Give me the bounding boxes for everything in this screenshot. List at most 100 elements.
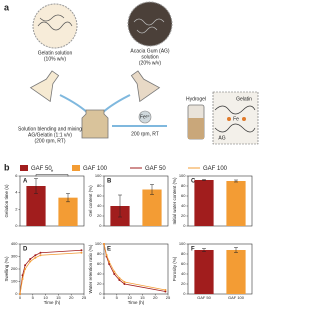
y-tick-label: 20 bbox=[181, 213, 186, 218]
acacia-text: Acacia Gum (AG) bbox=[130, 48, 170, 54]
y-tick-label: 0 bbox=[15, 223, 18, 228]
y-tick-label: 60 bbox=[181, 193, 186, 198]
y-tick-label: 80 bbox=[181, 183, 186, 188]
panel-letter: D bbox=[23, 247, 28, 253]
x-tick-label: 15 bbox=[56, 295, 61, 300]
y-tick-label: 2 bbox=[15, 206, 18, 211]
y-tick-label: 0 bbox=[183, 223, 186, 228]
x-tick-label: 20 bbox=[69, 295, 74, 300]
beaker bbox=[81, 109, 109, 139]
gelatin-bubble bbox=[32, 3, 78, 49]
gel bbox=[188, 118, 204, 139]
x-axis-label: Time (h) bbox=[128, 300, 145, 305]
error-bar bbox=[234, 247, 238, 253]
y-tick-label: 0 bbox=[183, 291, 186, 296]
plot-frame bbox=[19, 175, 85, 227]
error-bar bbox=[66, 193, 70, 203]
error-bar bbox=[234, 179, 238, 183]
y-tick-label: 40 bbox=[97, 271, 102, 276]
x-tick-label: GAF 100 bbox=[228, 295, 245, 300]
fe-node bbox=[227, 117, 231, 121]
point bbox=[80, 251, 83, 254]
y-tick-label: 300 bbox=[11, 254, 18, 259]
gelatin-chains bbox=[37, 14, 73, 31]
point bbox=[19, 293, 21, 295]
error-bar bbox=[34, 178, 38, 194]
legend-text: GAF 100 bbox=[83, 166, 108, 172]
y-tick-label: 60 bbox=[97, 193, 102, 198]
plot-frame bbox=[187, 175, 253, 227]
y-axis-label: Initial water content (%) bbox=[172, 177, 177, 225]
fe-node bbox=[242, 117, 246, 121]
legend-swatch bbox=[20, 165, 28, 171]
x-axis-label: Time (h) bbox=[44, 300, 61, 305]
panel-label: b bbox=[4, 162, 10, 172]
y-tick-label: 20 bbox=[97, 213, 102, 218]
network-text: Gelatin bbox=[236, 96, 252, 102]
panel-label: a bbox=[4, 2, 10, 12]
plot-frame bbox=[103, 243, 169, 295]
y-tick-label: 100 bbox=[179, 173, 186, 178]
plot-frame bbox=[103, 175, 169, 227]
y-tick-label: 80 bbox=[97, 251, 102, 256]
point bbox=[123, 283, 126, 285]
blend-text: (200 rpm, RT) bbox=[34, 138, 65, 144]
y-tick-label: 6 bbox=[15, 173, 18, 178]
network-text: AG bbox=[218, 135, 225, 141]
bar bbox=[194, 250, 214, 294]
panel-letter: B bbox=[107, 179, 112, 185]
series-line bbox=[19, 249, 82, 295]
x-tick-label: 0 bbox=[103, 295, 106, 300]
panel-letter: F bbox=[191, 247, 195, 253]
y-tick-label: 100 bbox=[95, 241, 102, 246]
series-line bbox=[19, 252, 82, 295]
y-axis-label: Swelling (%) bbox=[4, 256, 9, 282]
hydrogel-text: Hydrogel bbox=[186, 96, 206, 102]
point bbox=[108, 260, 111, 263]
bar bbox=[142, 189, 162, 226]
point bbox=[29, 260, 32, 263]
x-tick-label: 5 bbox=[32, 295, 35, 300]
panel-letter: C bbox=[191, 179, 196, 185]
network-box bbox=[212, 91, 259, 145]
y-tick-label: 40 bbox=[97, 203, 102, 208]
point bbox=[103, 243, 105, 245]
y-tick-label: 100 bbox=[11, 279, 18, 284]
blend-text: Solution blending and mixing bbox=[18, 126, 82, 132]
point bbox=[24, 268, 27, 270]
point bbox=[80, 249, 83, 252]
acacia-chains bbox=[133, 18, 165, 34]
x-tick-label: 5 bbox=[116, 295, 119, 300]
plot-frame bbox=[19, 243, 85, 295]
series-line bbox=[103, 243, 166, 291]
bar bbox=[58, 197, 78, 226]
point bbox=[113, 270, 116, 273]
y-tick-label: 100 bbox=[95, 173, 102, 178]
point bbox=[108, 263, 111, 265]
plot-frame bbox=[187, 243, 253, 295]
x-tick-label: 25 bbox=[82, 295, 87, 300]
error-bar bbox=[150, 184, 154, 195]
x-tick-label: 15 bbox=[140, 295, 145, 300]
point bbox=[164, 289, 167, 291]
flask bbox=[29, 70, 60, 103]
stir-text: 200 rpm, RT bbox=[131, 131, 159, 137]
blend-text: AG/Gelatin (1:1 v/v) bbox=[28, 132, 72, 138]
point bbox=[164, 290, 167, 293]
error-bar bbox=[202, 248, 206, 252]
x-tick-label: 10 bbox=[127, 295, 132, 300]
figure: a Gelatin solution (10% w/v) Acacia Gum … bbox=[4, 1, 259, 305]
y-axis-label: Porosity (%) bbox=[172, 256, 177, 281]
legend-text: GAF 50 bbox=[145, 166, 166, 172]
legend-swatch bbox=[72, 165, 80, 171]
y-tick-label: 40 bbox=[181, 271, 186, 276]
y-tick-label: 80 bbox=[181, 251, 186, 256]
y-tick-label: 0 bbox=[99, 291, 102, 296]
x-tick-label: 10 bbox=[43, 295, 48, 300]
point bbox=[34, 254, 37, 257]
y-tick-label: 400 bbox=[11, 241, 18, 246]
y-tick-label: 40 bbox=[181, 203, 186, 208]
error-bar bbox=[202, 179, 206, 181]
x-tick-label: 0 bbox=[19, 295, 22, 300]
y-axis-label: Water retention ratio (%) bbox=[88, 244, 93, 293]
